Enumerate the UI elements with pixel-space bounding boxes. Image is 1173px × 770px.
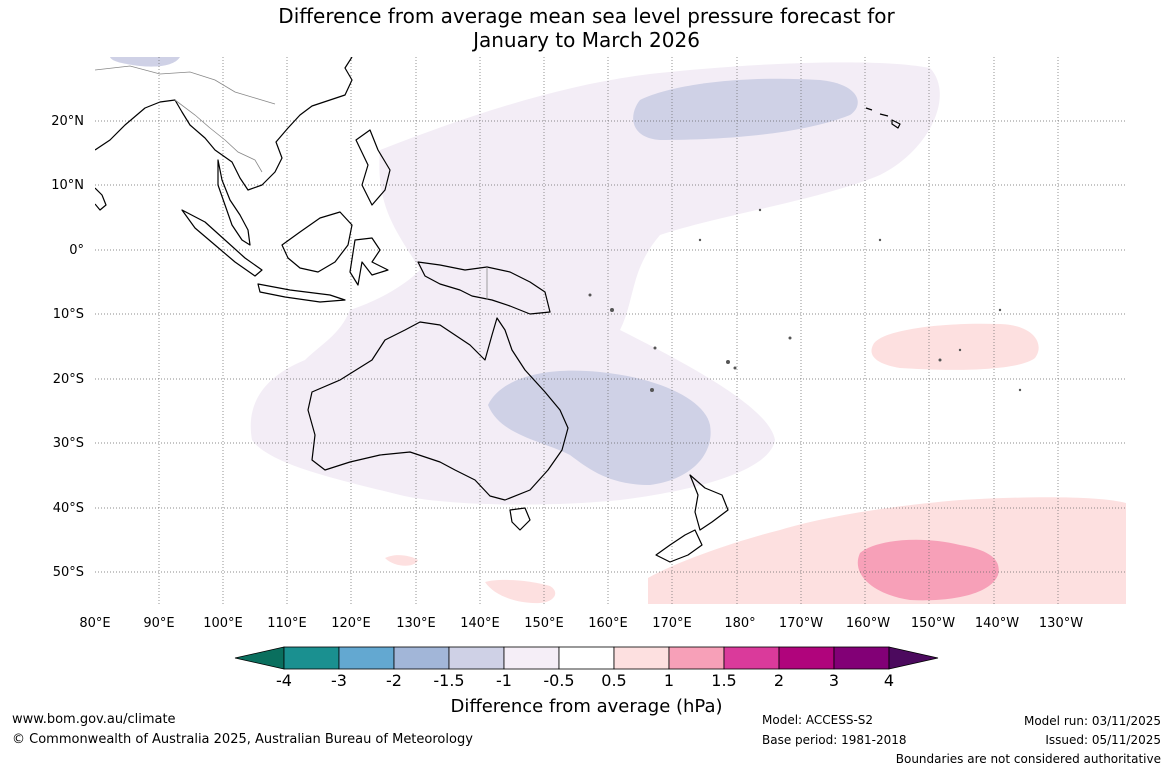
colorbar-tick-label: 1: [663, 671, 675, 690]
lat-label: 20°N: [51, 114, 84, 129]
australia-coastline: [307, 317, 569, 501]
lon-label: 180°: [724, 616, 755, 631]
colorbar-tick-label: 0.5: [601, 671, 627, 690]
anomaly-region-polynesia-positive: [871, 323, 1039, 370]
anomaly-region-tasman-small-positive: [485, 579, 556, 604]
lon-label: 100°E: [203, 616, 243, 631]
colorbar: [234, 646, 939, 670]
lat-label: 30°S: [53, 436, 84, 451]
lon-label: 130°W: [1039, 616, 1083, 631]
new-zealand-south-island: [655, 529, 703, 563]
longitude-labels: 80°E 90°E 100°E 110°E 120°E 130°E 140°E …: [79, 616, 1083, 631]
colorbar-bin: [393, 646, 450, 670]
colorbar-upper-extension: [888, 646, 939, 670]
lat-label: 50°S: [53, 565, 84, 580]
colorbar-bin: [448, 646, 505, 670]
new-zealand-north-island: [689, 474, 729, 531]
sumatra-coastline: [181, 209, 263, 277]
anomaly-region-light-negative: [250, 62, 940, 505]
lon-label: 120°E: [331, 616, 371, 631]
graticule: [95, 57, 1126, 604]
lon-label: 140°W: [975, 616, 1019, 631]
colorbar-tick-label: -4: [276, 671, 292, 690]
title-line-2: January to March 2026: [473, 28, 700, 52]
colorbar-bin: [338, 646, 395, 670]
colorbar-tick-label: -1: [496, 671, 512, 690]
philippines-coastline: [355, 129, 391, 206]
colorbar-bin: [723, 646, 780, 670]
lat-label: 10°N: [51, 178, 84, 193]
latitude-labels: 20°N 10°N 0° 10°S 20°S 30°S 40°S 50°S: [51, 114, 84, 580]
colorbar-title: Difference from average (hPa): [450, 696, 723, 717]
coastlines: [95, 57, 901, 563]
anomaly-region-northwest-negative: [110, 57, 180, 67]
issued-date: Issued: 05/11/2025: [1045, 733, 1161, 747]
lon-label: 150°E: [524, 616, 564, 631]
model-name: Model: ACCESS-S2: [762, 713, 874, 727]
colorbar-lower-extension: [234, 646, 285, 670]
lon-label: 150°W: [911, 616, 955, 631]
lat-label: 40°S: [53, 501, 84, 516]
copyright-text: © Commonwealth of Australia 2025, Austra…: [12, 732, 473, 747]
anomaly-region-southern-ocean-positive: [385, 555, 418, 566]
colorbar-bin: [558, 646, 615, 670]
lon-label: 90°E: [143, 616, 174, 631]
colorbar-tick-label: -3: [331, 671, 347, 690]
borneo-coastline: [281, 211, 353, 273]
colorbar-bin: [283, 646, 340, 670]
country-borders: [95, 65, 488, 300]
hawaii-islands: [865, 107, 901, 129]
lon-label: 160°W: [846, 616, 890, 631]
lon-label: 80°E: [79, 616, 110, 631]
colorbar-bin: [668, 646, 725, 670]
boundary-disclaimer: Boundaries are not considered authoritat…: [895, 752, 1161, 766]
map-title: Difference from average mean sea level p…: [0, 4, 1173, 52]
lon-label: 160°E: [588, 616, 628, 631]
base-period: Base period: 1981-2018: [762, 733, 907, 747]
map-area: [95, 57, 1126, 604]
asia-mainland-coastline: [95, 57, 353, 191]
anomaly-region-central-pacific-minus1: [633, 78, 858, 140]
colorbar-tick-label: -1.5: [433, 671, 465, 690]
colorbar-bin: [613, 646, 670, 670]
new-guinea-coastline: [417, 261, 551, 315]
colorbar-tick-label: -0.5: [543, 671, 575, 690]
anomaly-region-south-pacific-plus1: [857, 539, 999, 601]
java-coastline: [257, 283, 346, 303]
sri-lanka: [95, 187, 107, 211]
title-line-1: Difference from average mean sea level p…: [278, 4, 895, 28]
lat-label: 0°: [69, 243, 84, 258]
website-link[interactable]: www.bom.gov.au/climate: [12, 712, 176, 727]
colorbar-tick-label: 2: [773, 671, 785, 690]
colorbar-bin: [833, 646, 890, 670]
colorbar-bin: [503, 646, 560, 670]
malay-peninsula-coastline: [217, 159, 251, 246]
colorbar-tick-label: 4: [883, 671, 895, 690]
colorbar-tick-label: 1.5: [711, 671, 737, 690]
colorbar-tick-label: -2: [386, 671, 402, 690]
lon-label: 170°E: [652, 616, 692, 631]
lon-label: 140°E: [460, 616, 500, 631]
colorbar-bin: [778, 646, 835, 670]
lon-label: 170°W: [779, 616, 823, 631]
model-run-date: Model run: 03/11/2025: [1023, 714, 1161, 728]
tasmania-coastline: [509, 507, 531, 531]
lon-label: 110°E: [267, 616, 307, 631]
colorbar-tick-label: 3: [828, 671, 840, 690]
pacific-islands: [588, 208, 1022, 392]
lon-label: 130°E: [396, 616, 436, 631]
lat-label: 20°S: [53, 372, 84, 387]
sulawesi-coastline: [349, 237, 389, 286]
lat-label: 10°S: [53, 307, 84, 322]
